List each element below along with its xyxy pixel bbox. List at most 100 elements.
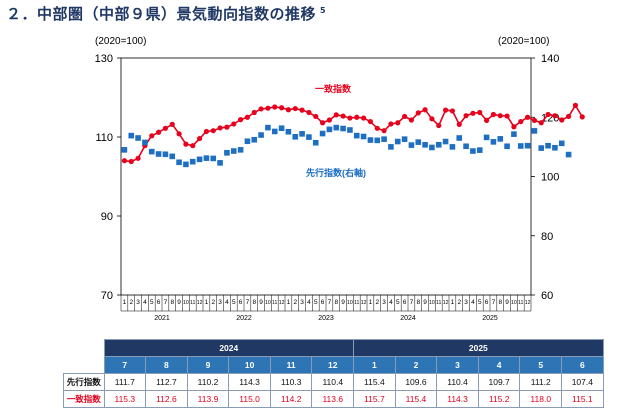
point-leading [189,158,196,165]
point-coincident [251,109,257,116]
table-month-header: 3 [436,356,479,374]
left-axis-unit: (2020=100) [95,36,146,47]
x-month-label: 3 [136,299,140,306]
point-leading [381,136,387,142]
x-month-label: 8 [334,299,338,306]
table-cell: 113.6 [311,390,355,408]
x-month-label: 9 [341,299,345,306]
table-cell: 115.1 [561,390,604,408]
point-coincident [572,102,579,108]
x-month-label: 9 [259,299,263,306]
x-month-label: 8 [252,299,256,306]
table-cell: 107.4 [561,373,604,391]
x-month-label: 9 [177,299,181,306]
x-month-label: 5 [232,299,236,306]
point-leading [121,147,128,153]
point-coincident [272,104,278,110]
point-leading [230,148,237,154]
table-year-row: 2024 2025 [64,339,604,357]
point-coincident [470,110,476,116]
table-month-row: 7 8 9 10 11 12 1 2 3 4 5 6 [64,356,604,374]
table-row-label: 先行指数 [63,373,105,391]
left-tick-label: 110 [95,132,113,144]
x-year-label: 2025 [482,315,498,322]
point-leading [504,143,510,150]
x-month-label: 12 [197,300,203,306]
point-coincident [292,105,298,112]
point-coincident [217,125,223,131]
point-coincident [374,125,380,131]
x-month-label: 11 [518,300,523,306]
point-coincident [456,121,462,127]
x-month-label: 4 [143,299,147,306]
point-leading [394,138,401,145]
point-coincident [518,118,524,125]
point-coincident [313,113,319,120]
point-leading [545,142,551,149]
x-month-label: 6 [485,299,489,306]
point-leading [278,125,285,132]
right-tick-label: 100 [541,172,559,184]
table-cell: 115.0 [228,390,271,408]
point-coincident [162,125,169,131]
x-month-label: 2 [457,299,461,306]
table-row-label: 一致指数 [63,390,105,408]
x-month-label: 7 [328,299,332,306]
x-month-label: 2 [129,299,133,306]
x-month-label: 6 [157,299,161,306]
table-cell: 115.4 [353,373,396,391]
point-coincident [340,113,346,119]
point-leading [183,161,189,168]
point-coincident [224,124,230,130]
point-coincident [169,121,175,127]
point-leading [299,131,305,137]
table-year-header: 2025 [353,339,604,357]
point-leading [422,142,428,148]
point-coincident [401,113,408,120]
table-corner [64,357,105,374]
table-coincident-row: 一致指数 115.3 112.6 113.9 115.0 114.2 113.6 115.7 1… [63,390,604,408]
x-month-label: 1 [287,299,291,306]
point-leading [490,139,497,145]
table-month-header: 1 [353,356,396,374]
x-month-label: 5 [478,299,482,306]
x-month-label: 12 [279,300,285,306]
point-coincident [299,107,305,113]
table-month-header: 4 [477,356,521,374]
page-title: ２．中部圏（中部９県）景気動向指数の推移 5 [6,3,326,24]
x-month-label: 9 [505,299,509,306]
table-month-header: 6 [561,356,604,374]
point-coincident [203,128,210,135]
point-leading [415,139,422,145]
point-leading [155,151,162,157]
x-month-label: 5 [150,299,154,306]
point-coincident [388,121,394,127]
table-month-header: 9 [186,356,230,374]
point-coincident [477,109,483,116]
point-leading [203,155,210,161]
table-month-header: 5 [519,356,563,374]
point-coincident [285,107,292,113]
table-cell: 112.6 [145,390,188,408]
point-leading [429,144,435,151]
data-table: 2024 2025 7 8 9 10 11 12 1 2 3 4 5 6 先行指数 111.7 112.7 1… [63,339,604,408]
point-coincident [265,105,271,111]
point-leading [237,147,244,153]
point-coincident [463,113,469,119]
x-month-label: 5 [396,299,400,306]
point-coincident [422,107,428,113]
point-leading [449,144,456,150]
point-leading [217,160,223,166]
point-coincident [449,108,456,114]
title-text: ２．中部圏（中部９県）景気動向指数の推移 [6,5,317,23]
point-coincident [490,111,497,118]
x-year-label: 2024 [400,315,416,322]
table-month-header: 2 [394,356,438,374]
table-month-header: 10 [228,356,271,374]
point-coincident [436,122,442,129]
point-leading [524,142,531,149]
point-coincident [149,133,155,139]
point-coincident [408,117,415,123]
point-coincident [559,117,565,123]
x-month-label: 6 [321,299,325,306]
